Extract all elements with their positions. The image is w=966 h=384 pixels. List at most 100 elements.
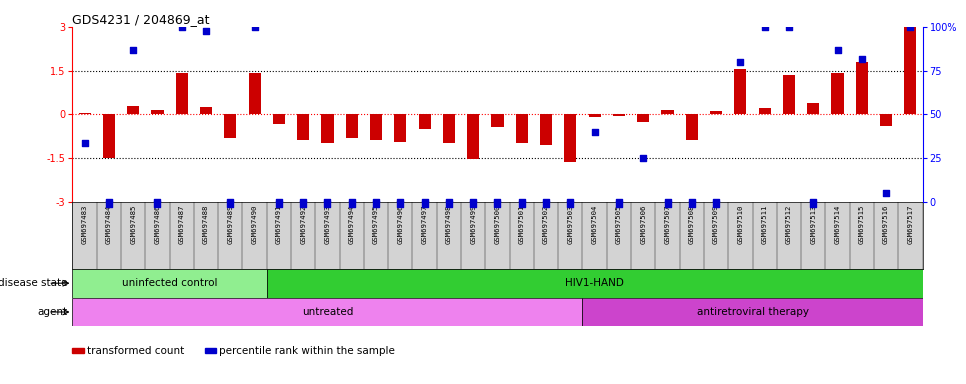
Text: GSM697489: GSM697489	[227, 205, 234, 244]
Point	[562, 199, 578, 205]
Point	[271, 200, 287, 207]
Point	[514, 200, 529, 207]
Point	[247, 24, 263, 30]
Point	[708, 199, 724, 205]
Point	[198, 28, 213, 34]
Bar	[72, 298, 582, 326]
Text: GSM697502: GSM697502	[543, 205, 549, 244]
Point	[368, 199, 384, 205]
Point	[781, 24, 797, 30]
Bar	[734, 69, 747, 114]
Point	[611, 200, 627, 207]
Point	[77, 140, 93, 146]
Point	[466, 200, 481, 207]
Bar	[808, 103, 819, 114]
Text: GSM697510: GSM697510	[737, 205, 744, 244]
Point	[490, 199, 505, 205]
Point	[660, 199, 675, 205]
Bar	[856, 62, 867, 114]
Point	[830, 47, 845, 53]
Text: GSM697494: GSM697494	[349, 205, 355, 244]
Point	[902, 24, 918, 30]
Text: GSM697484: GSM697484	[106, 205, 112, 244]
Text: GSM697485: GSM697485	[130, 205, 136, 244]
Bar	[128, 106, 139, 114]
Text: GSM697490: GSM697490	[251, 205, 258, 244]
Bar	[394, 114, 407, 142]
Text: transformed count: transformed count	[87, 346, 185, 356]
Bar	[78, 113, 91, 114]
Point	[611, 199, 627, 205]
Point	[757, 24, 773, 30]
Text: GSM697514: GSM697514	[835, 205, 840, 244]
Text: GSM697505: GSM697505	[616, 205, 622, 244]
Point	[514, 199, 529, 205]
Bar	[370, 114, 383, 141]
Text: GSM697506: GSM697506	[640, 205, 646, 244]
Bar	[662, 110, 673, 114]
Text: antiretroviral therapy: antiretroviral therapy	[696, 307, 809, 317]
Bar	[152, 110, 163, 114]
Point	[684, 200, 699, 207]
Point	[344, 200, 359, 207]
Point	[150, 199, 165, 205]
Point	[101, 200, 117, 207]
Text: GSM697504: GSM697504	[591, 205, 598, 244]
Point	[660, 200, 675, 207]
Text: GSM697491: GSM697491	[276, 205, 282, 244]
Text: GSM697496: GSM697496	[397, 205, 404, 244]
Point	[392, 199, 408, 205]
Text: HIV1-HAND: HIV1-HAND	[565, 278, 624, 288]
Point	[806, 199, 821, 205]
Bar	[248, 73, 261, 114]
Bar	[322, 114, 333, 143]
Point	[101, 199, 117, 205]
Point	[636, 155, 651, 161]
Point	[344, 199, 359, 205]
Bar	[272, 114, 285, 124]
Text: GSM697508: GSM697508	[689, 205, 695, 244]
Text: uninfected control: uninfected control	[122, 278, 217, 288]
Text: GSM697498: GSM697498	[446, 205, 452, 244]
Bar	[710, 111, 723, 114]
Bar	[418, 114, 431, 129]
Text: GSM697516: GSM697516	[883, 205, 889, 244]
Text: untreated: untreated	[301, 307, 354, 317]
Text: GSM697497: GSM697497	[421, 205, 428, 244]
Point	[562, 200, 578, 207]
Bar	[880, 114, 893, 126]
Point	[222, 199, 238, 205]
Bar	[468, 114, 479, 159]
Point	[538, 199, 554, 205]
Text: GSM697501: GSM697501	[519, 205, 525, 244]
Text: GSM697509: GSM697509	[713, 205, 719, 244]
Point	[320, 199, 335, 205]
Point	[466, 199, 481, 205]
Point	[296, 200, 311, 207]
Bar	[102, 114, 115, 158]
Point	[441, 200, 457, 207]
Text: GSM697517: GSM697517	[907, 205, 914, 244]
Point	[538, 200, 554, 207]
Point	[490, 200, 505, 207]
Text: GSM697511: GSM697511	[761, 205, 768, 244]
Point	[854, 56, 869, 62]
Point	[417, 200, 433, 207]
Bar	[200, 107, 213, 114]
Text: GSM697500: GSM697500	[495, 205, 500, 244]
Point	[174, 24, 189, 30]
Bar	[588, 114, 601, 117]
Text: GSM697513: GSM697513	[810, 205, 816, 244]
Bar	[346, 114, 357, 137]
Point	[222, 200, 238, 207]
Text: GDS4231 / 204869_at: GDS4231 / 204869_at	[72, 13, 210, 26]
Point	[806, 200, 821, 207]
Bar	[638, 114, 649, 121]
Point	[708, 200, 724, 207]
Bar	[686, 114, 697, 141]
Bar	[564, 114, 577, 162]
Bar	[540, 114, 553, 145]
Point	[271, 199, 287, 205]
Point	[392, 200, 408, 207]
Text: GSM697486: GSM697486	[155, 205, 160, 244]
